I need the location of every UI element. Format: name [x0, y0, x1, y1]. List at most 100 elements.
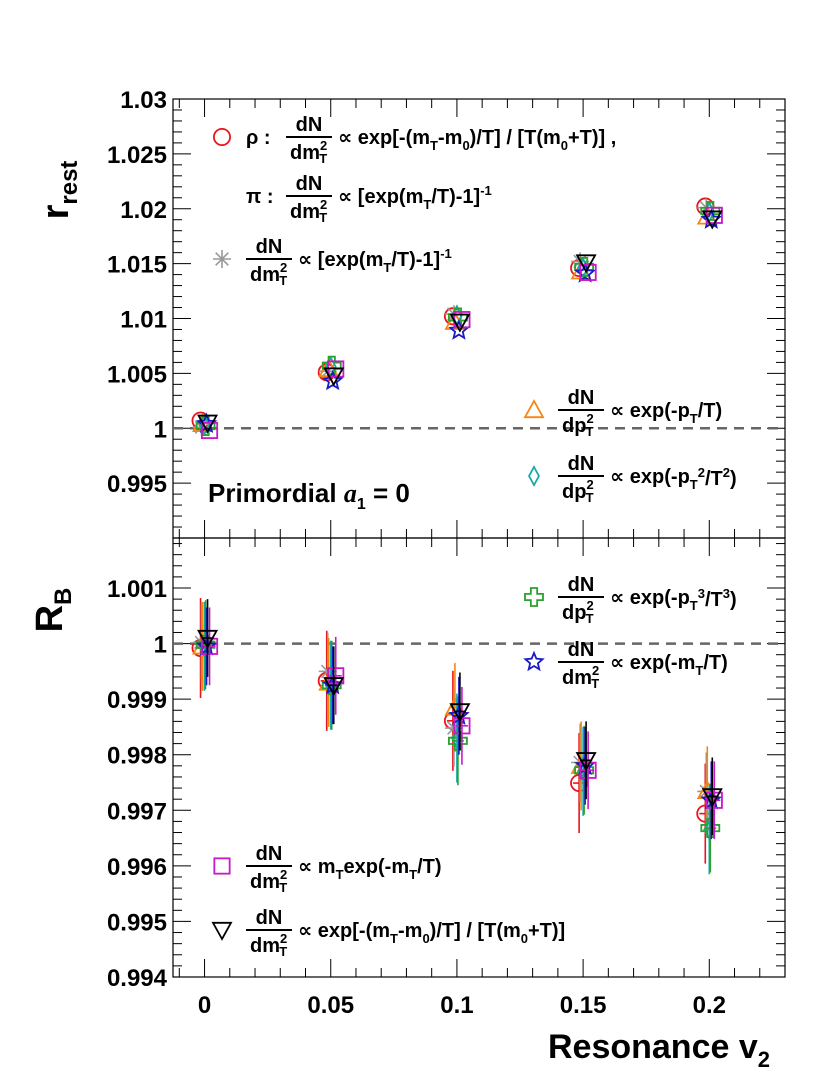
formula-part: ∝ [exp(m — [338, 186, 423, 208]
denominator-text: dm — [290, 142, 320, 164]
x-axis-label-main: Resonance v — [548, 1028, 758, 1066]
annotation-primordial: Primordial a1 = 0 — [208, 478, 410, 513]
formula-part: +T)] , — [568, 127, 616, 149]
x-tick-label: 0 — [198, 992, 211, 1019]
plot-frame — [172, 98, 786, 539]
formula-part: ∝ [exp(m — [298, 249, 383, 271]
formula-part: ∝ exp(-p — [610, 400, 690, 422]
legend-marker — [213, 857, 231, 875]
legend-fraction-denominator: dm2 T — [250, 931, 287, 959]
denominator-text: dp — [562, 602, 586, 624]
formula-part: 3 — [698, 586, 705, 601]
data-point — [701, 210, 723, 230]
data-point — [696, 804, 715, 823]
formula-part: ∝ exp(-m — [610, 652, 695, 674]
y-axis-label-main: r — [35, 204, 77, 219]
data-point — [700, 818, 721, 838]
formula-part: /T)-1] — [431, 186, 480, 208]
legend-fraction-numerator: dN — [256, 843, 283, 865]
x-axis-label-sub: 2 — [758, 1047, 770, 1072]
formula-part: 2 — [698, 465, 705, 480]
data-point — [323, 677, 345, 697]
denominator-text: dm — [562, 667, 592, 689]
formula-part: /T) — [703, 652, 727, 674]
series-triangle-down — [197, 599, 723, 836]
legend-fraction-numerator: dN — [568, 387, 595, 409]
data-point — [574, 262, 596, 283]
denominator-sup: 2 — [280, 867, 287, 882]
denominator-text: dm — [250, 871, 280, 893]
denominator-sub: T — [319, 210, 327, 225]
legend-formula: ∝ [exp(mT/T)-1]-1 — [298, 246, 452, 275]
y-tick-label: 1.015 — [107, 252, 167, 279]
series-circle — [191, 598, 715, 864]
y-tick-label: 0.998 — [107, 743, 167, 770]
formula-part: 3 — [723, 586, 730, 601]
formula-part: 0 — [521, 931, 528, 946]
legend-fraction-numerator: dN — [568, 453, 595, 475]
y-tick-label: 0.999 — [107, 687, 167, 714]
denominator-text: dp — [562, 481, 586, 503]
formula-part: ∝ exp(-p — [610, 587, 690, 609]
formula-part: T — [690, 598, 698, 613]
legend-fraction-numerator: dN — [296, 173, 323, 195]
formula-part: /T — [705, 468, 723, 490]
legend-fraction-denominator: dp2 T — [562, 477, 594, 505]
series-cross — [195, 600, 721, 873]
legend-entry-cross: dN dp2 T∝ exp(-pT3/T3) — [524, 574, 737, 626]
data-point — [197, 414, 219, 434]
legend-fraction-numerator: dN — [296, 114, 323, 136]
formula-part: T — [423, 197, 431, 212]
y-tick-label: 0.995 — [107, 471, 167, 498]
formula-part: ∝ exp(-p — [610, 466, 690, 488]
y-tick-label: 0.995 — [107, 909, 167, 936]
plot-frame — [172, 537, 786, 978]
denominator-text: dp — [562, 415, 586, 437]
legend-fraction-denominator: dm2 T — [562, 663, 599, 691]
y-axis: 0.994 0.995 0.996 0.997 0.998 0.999 1 1.001 — [107, 543, 785, 992]
series-square — [200, 607, 723, 840]
legend-fraction-denominator: dm2 T — [250, 260, 287, 288]
legend-formula: ∝ exp(-mT/T) — [610, 652, 728, 678]
legend-formula: ∝ exp(-pT2/T2) — [610, 465, 737, 492]
data-point — [321, 355, 342, 376]
annotation-sub: 1 — [357, 496, 366, 513]
y-tick-label: 1 — [154, 416, 167, 443]
legend-marker — [524, 587, 544, 607]
denominator-sup: 2 — [592, 663, 599, 678]
x-tick-label: 0.15 — [560, 992, 607, 1019]
legend-fraction-denominator: dm2 T — [290, 197, 327, 225]
denominator-sup: 2 — [586, 598, 593, 613]
formula-part: 2 — [723, 465, 730, 480]
legend-formula: ∝ exp(-pT3/T3) — [610, 586, 737, 613]
data-point — [321, 369, 344, 391]
legend-formula: ∝ exp[-(mT-m0)/T] / [T(m0+T)] , — [338, 127, 616, 153]
formula-part: ) — [730, 468, 737, 490]
bottom-panel-r-b: 0.994 0.995 0.996 0.997 0.998 0.999 1 1.001 0 0.0… — [29, 537, 786, 1072]
data-point — [575, 752, 597, 772]
formula-part: +T)] — [528, 920, 565, 942]
formula-part: 0 — [561, 138, 568, 153]
legend-marker — [528, 465, 540, 487]
formula-part: )/T] / [T(m — [470, 127, 561, 149]
formula-part: ∝ exp[-(m — [338, 127, 430, 149]
legend-marker — [211, 921, 233, 941]
data-point — [449, 703, 471, 723]
data-point — [323, 367, 345, 387]
denominator-sub: T — [279, 273, 287, 288]
formula-part: /T) — [698, 400, 722, 422]
y-tick-label: 1.01 — [120, 307, 167, 334]
denominator-sub: T — [591, 676, 599, 691]
denominator-text: dm — [290, 201, 320, 223]
formula-part: ∝ exp[-(m — [298, 920, 390, 942]
data-point — [195, 635, 218, 656]
formula-part: -1 — [440, 246, 452, 261]
formula-part: T — [690, 411, 698, 426]
formula-part: exp(-m — [344, 856, 410, 878]
legend-fraction-numerator: dN — [568, 574, 595, 596]
denominator-sub: T — [279, 880, 287, 895]
y-tick-label: 1.02 — [120, 197, 167, 224]
denominator-sup: 2 — [586, 477, 593, 492]
x-tick-label: 0.05 — [307, 992, 354, 1019]
